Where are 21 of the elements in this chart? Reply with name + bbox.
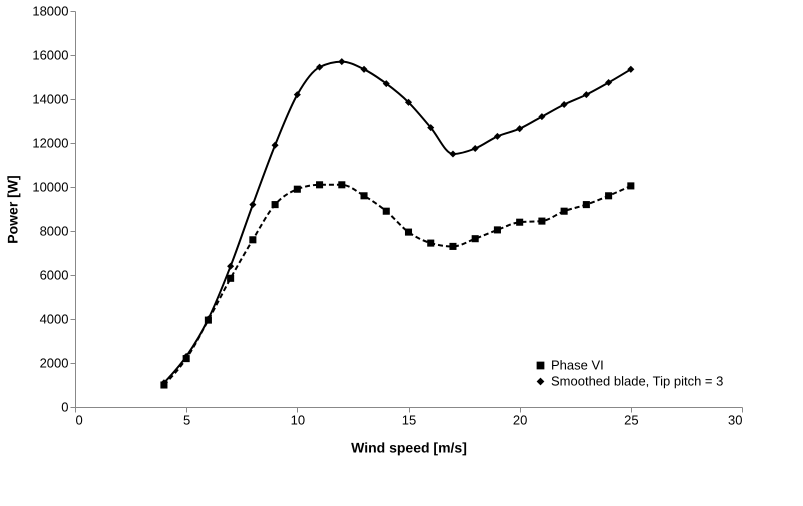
x-tick-label: 5 (183, 412, 190, 428)
x-tick-label: 0 (76, 412, 83, 428)
y-tick-label: 0 (61, 400, 68, 414)
y-tick-label: 10000 (32, 180, 68, 194)
x-axis-title: Wind speed [m/s] (351, 440, 467, 456)
x-tick-label: 25 (624, 412, 639, 428)
y-tick-label: 4000 (40, 312, 68, 326)
x-tick-label: 20 (512, 412, 528, 428)
x-tick-label: 30 (728, 412, 742, 428)
y-axis-title: Power [W] (4, 175, 20, 244)
x-tick-label: 15 (402, 412, 416, 428)
x-tick-label: 10 (290, 412, 306, 428)
y-tick-label: 16000 (32, 48, 68, 62)
y-tick-label: 12000 (32, 136, 68, 150)
y-tick-label: 18000 (32, 4, 68, 18)
legend-label: Smoothed blade, Tip pitch = 3 (551, 374, 724, 388)
y-tick-label: 14000 (32, 92, 68, 106)
y-tick-label: 2000 (40, 356, 68, 370)
y-tick-label: 8000 (40, 224, 68, 238)
y-tick-label: 6000 (40, 268, 68, 282)
legend-label: Phase VI (551, 358, 604, 372)
